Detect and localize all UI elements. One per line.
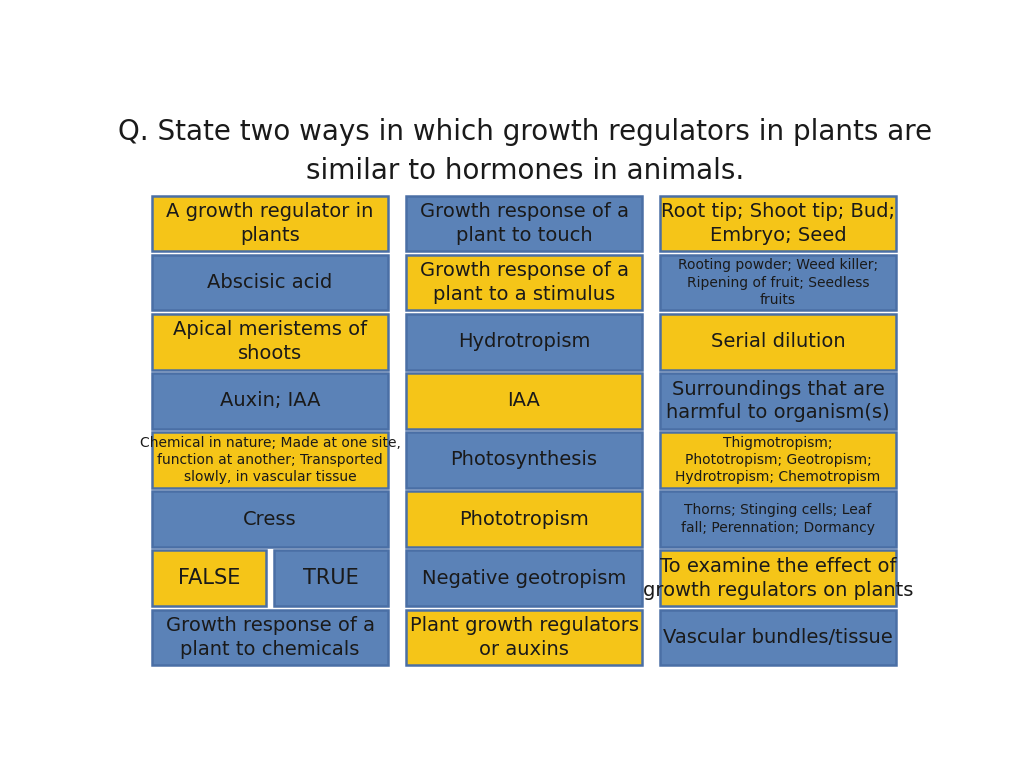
FancyBboxPatch shape bbox=[659, 610, 896, 665]
Text: To examine the effect of
growth regulators on plants: To examine the effect of growth regulato… bbox=[643, 557, 913, 600]
Text: Negative geotropism: Negative geotropism bbox=[422, 569, 626, 588]
FancyBboxPatch shape bbox=[152, 432, 388, 488]
Text: Cress: Cress bbox=[244, 510, 297, 528]
FancyBboxPatch shape bbox=[152, 373, 388, 429]
Text: Rooting powder; Weed killer;
Ripening of fruit; Seedless
fruits: Rooting powder; Weed killer; Ripening of… bbox=[678, 258, 878, 307]
FancyBboxPatch shape bbox=[659, 492, 896, 547]
FancyBboxPatch shape bbox=[406, 432, 642, 488]
Text: TRUE: TRUE bbox=[303, 568, 359, 588]
Text: Abscisic acid: Abscisic acid bbox=[208, 273, 333, 292]
FancyBboxPatch shape bbox=[406, 610, 642, 665]
FancyBboxPatch shape bbox=[406, 255, 642, 310]
FancyBboxPatch shape bbox=[152, 255, 388, 310]
FancyBboxPatch shape bbox=[152, 314, 388, 369]
FancyBboxPatch shape bbox=[152, 610, 388, 665]
Text: Plant growth regulators
or auxins: Plant growth regulators or auxins bbox=[410, 616, 639, 659]
Text: Surroundings that are
harmful to organism(s): Surroundings that are harmful to organis… bbox=[667, 379, 890, 422]
Text: Q. State two ways in which growth regulators in plants are
similar to hormones i: Q. State two ways in which growth regula… bbox=[118, 118, 932, 184]
Text: Vascular bundles/tissue: Vascular bundles/tissue bbox=[664, 628, 893, 647]
FancyBboxPatch shape bbox=[659, 196, 896, 251]
Text: Phototropism: Phototropism bbox=[459, 510, 589, 528]
FancyBboxPatch shape bbox=[406, 373, 642, 429]
Text: Hydrotropism: Hydrotropism bbox=[458, 333, 590, 351]
Text: Thorns; Stinging cells; Leaf
fall; Perennation; Dormancy: Thorns; Stinging cells; Leaf fall; Peren… bbox=[681, 504, 874, 535]
FancyBboxPatch shape bbox=[406, 314, 642, 369]
Text: Photosynthesis: Photosynthesis bbox=[451, 451, 598, 469]
FancyBboxPatch shape bbox=[659, 373, 896, 429]
Text: FALSE: FALSE bbox=[178, 568, 241, 588]
FancyBboxPatch shape bbox=[274, 551, 388, 606]
Text: Apical meristems of
shoots: Apical meristems of shoots bbox=[173, 320, 368, 363]
Text: IAA: IAA bbox=[508, 392, 541, 410]
FancyBboxPatch shape bbox=[659, 255, 896, 310]
Text: Thigmotropism;
Phototropism; Geotropism;
Hydrotropism; Chemotropism: Thigmotropism; Phototropism; Geotropism;… bbox=[676, 435, 881, 485]
FancyBboxPatch shape bbox=[406, 551, 642, 606]
Text: A growth regulator in
plants: A growth regulator in plants bbox=[166, 202, 374, 245]
Text: Growth response of a
plant to touch: Growth response of a plant to touch bbox=[420, 202, 629, 245]
Text: Chemical in nature; Made at one site,
function at another; Transported
slowly, i: Chemical in nature; Made at one site, fu… bbox=[139, 435, 400, 485]
FancyBboxPatch shape bbox=[659, 551, 896, 606]
FancyBboxPatch shape bbox=[659, 432, 896, 488]
FancyBboxPatch shape bbox=[406, 492, 642, 547]
FancyBboxPatch shape bbox=[152, 196, 388, 251]
FancyBboxPatch shape bbox=[659, 314, 896, 369]
Text: Serial dilution: Serial dilution bbox=[711, 333, 845, 351]
Text: Auxin; IAA: Auxin; IAA bbox=[220, 392, 321, 410]
Text: Growth response of a
plant to a stimulus: Growth response of a plant to a stimulus bbox=[420, 261, 629, 304]
FancyBboxPatch shape bbox=[152, 492, 388, 547]
Text: Root tip; Shoot tip; Bud;
Embryo; Seed: Root tip; Shoot tip; Bud; Embryo; Seed bbox=[660, 202, 895, 245]
FancyBboxPatch shape bbox=[152, 551, 266, 606]
FancyBboxPatch shape bbox=[406, 196, 642, 251]
Text: Growth response of a
plant to chemicals: Growth response of a plant to chemicals bbox=[166, 616, 375, 659]
